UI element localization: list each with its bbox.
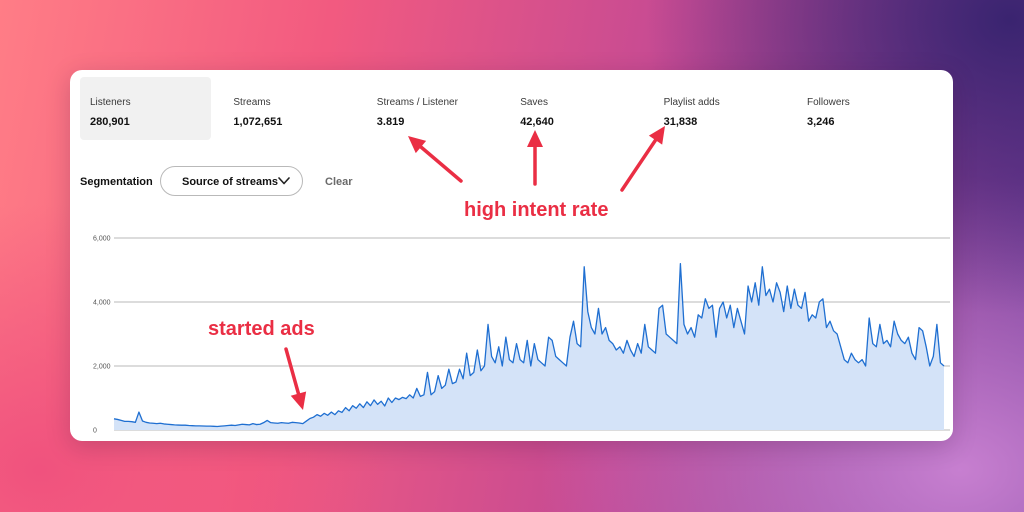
segmentation-label: Segmentation xyxy=(80,176,153,188)
metric-label: Saves xyxy=(520,97,548,108)
y-tick-label: 6,000 xyxy=(93,236,111,243)
metric-value: 31,838 xyxy=(663,116,698,128)
metric-label: Streams xyxy=(233,97,271,108)
clear-button[interactable]: Clear xyxy=(325,176,353,188)
metric-value: 3.819 xyxy=(376,116,405,128)
metric-tab-followers[interactable]: Followers 3,246 xyxy=(797,77,928,140)
metric-tab-saves[interactable]: Saves 42,640 xyxy=(510,77,641,140)
annotation-started-ads: started ads xyxy=(208,318,315,340)
series-area xyxy=(114,263,944,430)
chevron-down-icon xyxy=(278,177,290,185)
metric-value: 280,901 xyxy=(90,116,130,128)
analytics-card: Listeners 280,901 Streams 1,072,651 Streams … xyxy=(70,70,953,441)
metric-tab-streams[interactable]: Streams 1,072,651 xyxy=(223,77,354,140)
metric-value: 42,640 xyxy=(520,116,554,128)
metric-label: Listeners xyxy=(90,97,131,108)
y-tick-label: 0 xyxy=(93,428,97,435)
metric-label: Streams / Listener xyxy=(376,97,458,108)
metric-value: 3,246 xyxy=(807,116,835,128)
metric-tab-streams-per-listener[interactable]: Streams / Listener 3.819 xyxy=(367,77,498,140)
annotation-high-intent-rate: high intent rate xyxy=(464,199,609,221)
segmentation-selected-value: Source of streams xyxy=(182,176,278,188)
metric-value: 1,072,651 xyxy=(233,116,283,128)
y-tick-label: 2,000 xyxy=(93,364,111,371)
metric-label: Followers xyxy=(807,97,850,108)
metric-tab-listeners[interactable]: Listeners 280,901 xyxy=(80,77,211,140)
listeners-area-chart: 0 2,000 4,000 6,000 xyxy=(93,236,950,435)
y-tick-label: 4,000 xyxy=(93,300,111,307)
metric-label: Playlist adds xyxy=(663,97,720,108)
series-line xyxy=(113,262,945,428)
segmentation-dropdown[interactable]: Source of streams xyxy=(160,166,303,196)
metric-tab-playlist-adds[interactable]: Playlist adds 31,838 xyxy=(654,77,785,140)
